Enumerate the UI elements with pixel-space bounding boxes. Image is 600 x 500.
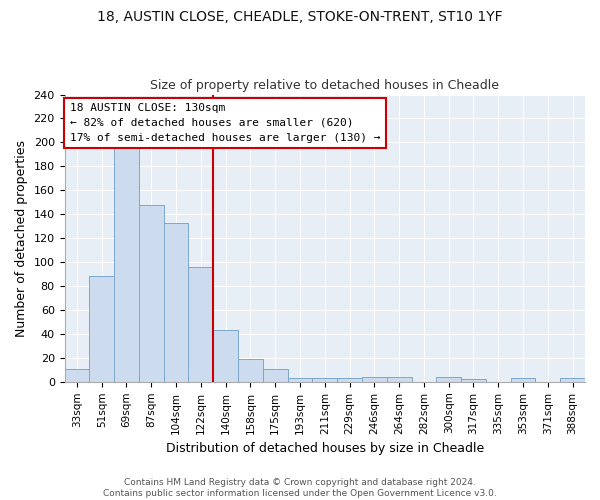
Bar [511, 378, 535, 382]
Bar [337, 378, 362, 382]
Bar [238, 359, 263, 382]
Bar [436, 377, 461, 382]
Text: 18, AUSTIN CLOSE, CHEADLE, STOKE-ON-TRENT, ST10 1YF: 18, AUSTIN CLOSE, CHEADLE, STOKE-ON-TREN… [97, 10, 503, 24]
Bar [139, 204, 164, 382]
Bar [461, 380, 486, 382]
Bar [213, 330, 238, 382]
Bar [188, 267, 213, 382]
Bar [560, 378, 585, 382]
Y-axis label: Number of detached properties: Number of detached properties [15, 140, 28, 336]
Bar [387, 377, 412, 382]
X-axis label: Distribution of detached houses by size in Cheadle: Distribution of detached houses by size … [166, 442, 484, 455]
Text: Contains HM Land Registry data © Crown copyright and database right 2024.
Contai: Contains HM Land Registry data © Crown c… [103, 478, 497, 498]
Bar [114, 147, 139, 382]
Bar [313, 378, 337, 382]
Title: Size of property relative to detached houses in Cheadle: Size of property relative to detached ho… [150, 79, 499, 92]
Bar [65, 368, 89, 382]
Bar [89, 276, 114, 382]
Bar [164, 222, 188, 382]
Bar [263, 368, 287, 382]
Bar [362, 377, 387, 382]
Bar [287, 378, 313, 382]
Text: 18 AUSTIN CLOSE: 130sqm
← 82% of detached houses are smaller (620)
17% of semi-d: 18 AUSTIN CLOSE: 130sqm ← 82% of detache… [70, 103, 380, 143]
